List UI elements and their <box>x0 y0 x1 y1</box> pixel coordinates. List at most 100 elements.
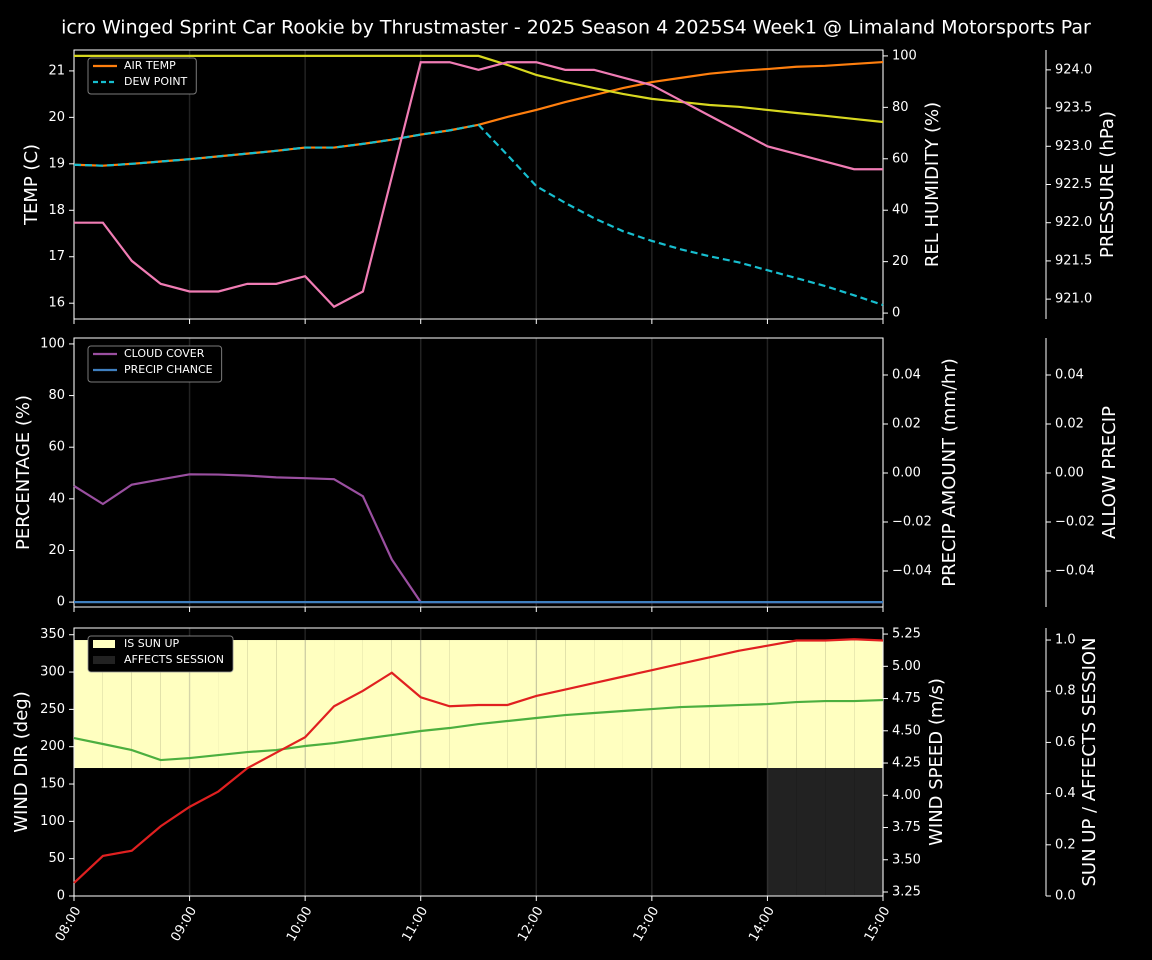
y-tick-label: 20 <box>48 110 65 125</box>
y3-tick-label: 0.02 <box>1055 416 1084 431</box>
area-segment <box>767 768 797 896</box>
y-tick-label: 0 <box>57 889 65 904</box>
y-tick-label: 300 <box>40 665 65 680</box>
y3-tick-label: 921.0 <box>1055 292 1092 307</box>
y2-tick-label: −0.04 <box>892 563 932 578</box>
line-series <box>73 123 884 307</box>
y3-tick-label: 0.04 <box>1055 367 1084 382</box>
y2-tick-label: 60 <box>892 151 909 166</box>
y-tick-label: 16 <box>48 296 65 311</box>
y-tick-label: 200 <box>40 739 65 754</box>
legend-box <box>87 635 234 673</box>
y2-tick-label: 5.25 <box>892 627 921 642</box>
line-series <box>73 698 884 762</box>
y2-tick-label: 100 <box>892 48 917 63</box>
y2-tick-label: 3.75 <box>892 820 921 835</box>
line-series <box>73 638 884 884</box>
legend-swatch <box>93 640 115 648</box>
y3-tick-label: −0.04 <box>1055 563 1095 578</box>
y-tick-label: 17 <box>48 249 65 264</box>
y-tick-label: 0 <box>57 595 65 610</box>
y2-tick-label: 40 <box>892 203 909 218</box>
y2-axis-label: WIND SPEED (m/s) <box>926 678 947 846</box>
y-tick-label: 40 <box>48 491 65 506</box>
y3-tick-label: −0.02 <box>1055 514 1095 529</box>
legend-label: DEW POINT <box>124 75 188 88</box>
legend: CLOUD COVER PRECIP CHANCE <box>87 345 223 383</box>
y3-axis-label: ALLOW PRECIP <box>1099 406 1120 539</box>
y-tick-label: 80 <box>48 388 65 403</box>
y2-tick-label: 4.50 <box>892 723 921 738</box>
y3-tick-label: 923.5 <box>1055 101 1092 116</box>
area-segment <box>536 640 566 769</box>
y3-tick-label: 0.4 <box>1055 786 1076 801</box>
y-tick-label: 21 <box>48 63 65 78</box>
y-tick-label: 100 <box>40 814 65 829</box>
y3-tick-label: 0.00 <box>1055 465 1084 480</box>
y2-tick-label: 4.75 <box>892 691 921 706</box>
area-segment <box>362 640 392 769</box>
area-segment <box>594 640 623 769</box>
y2-tick-label: 0 <box>892 306 900 321</box>
area-segment <box>305 640 335 769</box>
legend-label: CLOUD COVER <box>124 347 205 360</box>
area-segment <box>854 640 883 769</box>
y3-axis-label: PRESSURE (hPa) <box>1097 111 1118 258</box>
y-tick-label: 18 <box>48 203 65 218</box>
area-segment <box>796 640 826 769</box>
y3-axis-label: SUN UP / AFFECTS SESSION <box>1079 637 1100 886</box>
y3-tick-label: 924.0 <box>1055 62 1092 77</box>
y3-tick-label: 0.2 <box>1055 837 1076 852</box>
legend: AIR TEMP DEW POINT <box>87 57 197 95</box>
legend-swatch <box>93 656 115 664</box>
plot-frame <box>73 49 884 320</box>
line-series <box>74 54 884 124</box>
legend-box <box>87 345 223 383</box>
line-series <box>74 61 883 309</box>
y2-tick-label: 80 <box>892 100 909 115</box>
area-segment <box>825 768 855 896</box>
area-segment <box>854 768 883 896</box>
y2-tick-label: 20 <box>892 254 909 269</box>
legend-label: PRECIP CHANCE <box>124 363 213 376</box>
y-tick-label: 250 <box>40 702 65 717</box>
legend: IS SUN UP AFFECTS SESSION <box>87 635 234 673</box>
area-segment <box>247 640 277 769</box>
chart-title: icro Winged Sprint Car Rookie by Thrustm… <box>61 17 1091 39</box>
y3-tick-label: 923.0 <box>1055 139 1092 154</box>
y2-tick-label: 0.02 <box>892 416 921 431</box>
area-segment <box>391 640 421 769</box>
y2-tick-label: 3.25 <box>892 885 921 900</box>
legend-label: AIR TEMP <box>124 59 176 72</box>
area-segment <box>449 640 479 769</box>
area-segment <box>796 768 826 896</box>
y3-tick-label: 0.8 <box>1055 684 1076 699</box>
y3-tick-label: 1.0 <box>1055 633 1076 648</box>
y-tick-label: 150 <box>40 777 65 792</box>
area-segment <box>622 640 652 769</box>
legend-label: IS SUN UP <box>124 637 180 650</box>
y-axis-label: WIND DIR (deg) <box>11 691 32 833</box>
y3-tick-label: 922.5 <box>1055 177 1092 192</box>
y2-tick-label: 0.00 <box>892 465 921 480</box>
y-tick-label: 20 <box>48 543 65 558</box>
y2-tick-label: 4.25 <box>892 756 921 771</box>
y-tick-label: 50 <box>48 851 65 866</box>
y2-axis-label: REL HUMIDITY (%) <box>922 102 943 267</box>
y-tick-label: 350 <box>40 627 65 642</box>
area-segment <box>825 640 855 769</box>
y-tick-label: 19 <box>48 156 65 171</box>
y2-tick-label: 4.00 <box>892 788 921 803</box>
plot-frame <box>73 627 884 897</box>
y-axis-label: TEMP (C) <box>21 144 42 226</box>
y-axis-label: PERCENTAGE (%) <box>13 395 34 550</box>
area-segment <box>651 640 681 769</box>
y3-tick-label: 921.5 <box>1055 253 1092 268</box>
y2-tick-label: 0.04 <box>892 367 921 382</box>
y-tick-label: 100 <box>40 336 65 351</box>
y3-tick-label: 922.0 <box>1055 215 1092 230</box>
y2-tick-label: 3.50 <box>892 852 921 867</box>
